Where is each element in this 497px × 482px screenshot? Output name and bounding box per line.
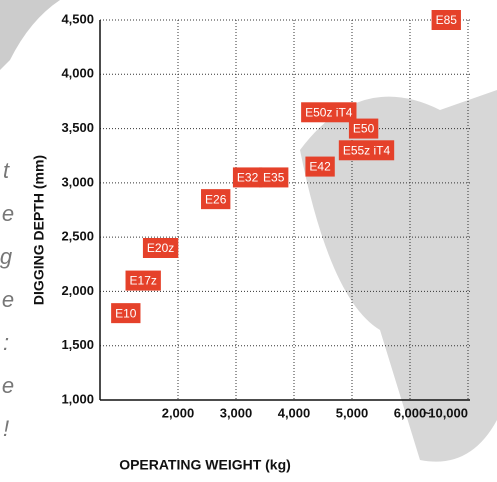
y-tick-label: 3,500 (61, 120, 94, 135)
point: E26 (201, 189, 231, 210)
side-text: t (3, 158, 10, 183)
point: E10 (111, 303, 141, 324)
point-label: E35 (263, 171, 285, 185)
y-tick-label: 1,000 (61, 391, 94, 406)
point-label: E50 (353, 122, 375, 136)
point-box (125, 270, 161, 291)
background-corner (0, 0, 60, 70)
point-box (142, 238, 179, 258)
point-box (305, 156, 335, 177)
x-axis-title: OPERATING WEIGHT (kg) (119, 457, 291, 473)
y-tick-label: 3,000 (61, 174, 94, 189)
point-label: E32 (237, 171, 259, 185)
point: E50z iT4 (301, 102, 357, 123)
point: E50 (348, 118, 379, 139)
side-text: ! (3, 416, 9, 441)
point-label: E50z iT4 (305, 105, 353, 119)
point-box (338, 140, 395, 161)
x-tick-label: 10,000 (428, 405, 468, 420)
point-label: E20z (147, 241, 174, 255)
x-tick-label: 3,000 (220, 405, 253, 420)
point: E32 (232, 167, 263, 188)
y-tick-label: 4,000 (61, 66, 94, 81)
point: E17z (125, 270, 161, 291)
side-text: e (2, 287, 14, 312)
point-box (259, 167, 289, 188)
point-box (232, 167, 263, 188)
side-text: : (3, 330, 9, 355)
side-text: e (2, 373, 14, 398)
y-tick-label: 1,500 (61, 337, 94, 352)
point-box (301, 102, 357, 123)
point-label: E85 (436, 13, 458, 27)
x-tick-label: 6,000 (394, 405, 427, 420)
point-box (431, 10, 461, 30)
point-box (201, 189, 231, 210)
side-text: e (2, 201, 14, 226)
point: E35 (259, 167, 289, 188)
point: E85 (431, 10, 461, 30)
x-tick-label: 4,000 (278, 405, 311, 420)
x-tick-label: 2,000 (162, 405, 195, 420)
point-label: E10 (115, 306, 137, 320)
point: E20z (142, 238, 179, 258)
y-tick-label: 4,500 (61, 11, 94, 26)
side-text: g (0, 244, 13, 269)
point-box (348, 118, 379, 139)
y-tick-label: 2,000 (61, 283, 94, 298)
y-tick-label: 2,500 (61, 229, 94, 244)
point: E42 (305, 156, 335, 177)
point: E55z iT4 (338, 140, 395, 161)
y-axis-title: DIGGING DEPTH (mm) (31, 155, 47, 305)
point-label: E55z iT4 (343, 143, 391, 157)
point-label: E26 (205, 192, 227, 206)
point-label: E17z (130, 274, 157, 288)
x-tick-label: 5,000 (336, 405, 369, 420)
point-label: E42 (309, 160, 331, 174)
point-box (111, 303, 141, 324)
x-break-label: ~ (423, 405, 431, 420)
